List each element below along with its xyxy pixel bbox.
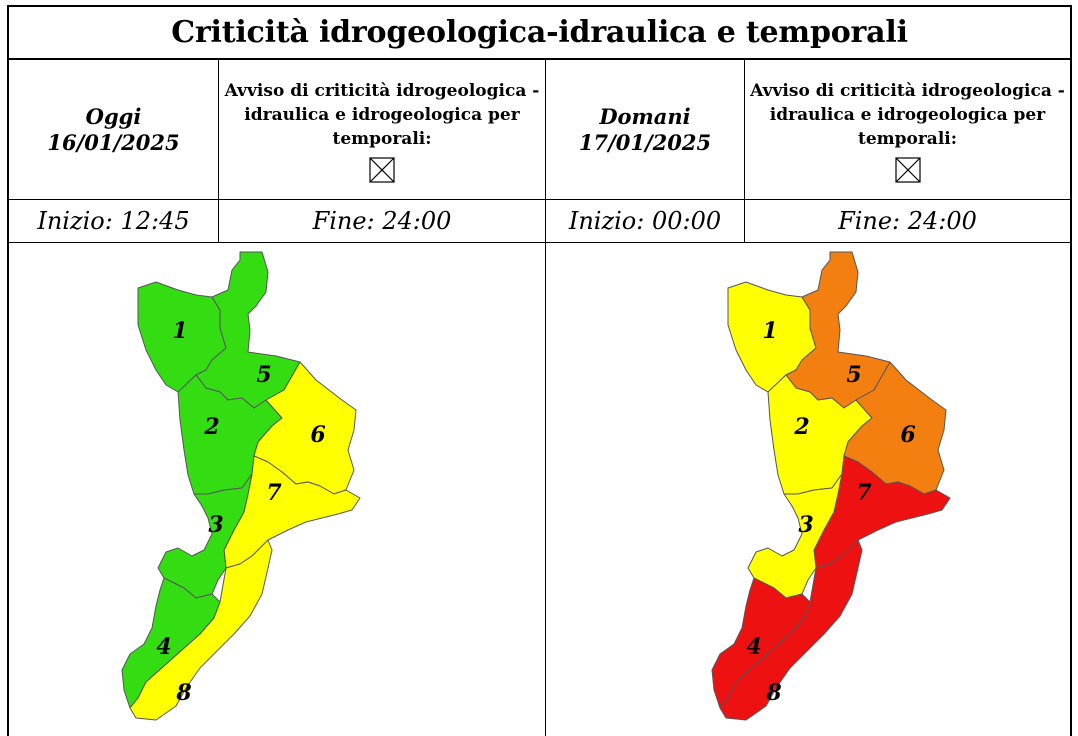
tomorrow-warning-line-3: temporali:	[857, 128, 958, 149]
today-warning-line-3: temporali:	[332, 128, 432, 149]
crossed-box-icon	[369, 156, 395, 183]
zone-1-label: 1	[762, 318, 777, 344]
grid-line	[744, 58, 745, 242]
grid-line	[8, 199, 1071, 200]
zone-3-label: 3	[798, 512, 813, 538]
zone-7-label: 7	[266, 480, 282, 506]
tomorrow-zone-map: 1 5 2 6 7 3 48	[711, 251, 951, 721]
today-start-time: Inizio: 12:45	[37, 207, 190, 235]
today-warning-cell: Avviso di criticità idrogeologica - idra…	[219, 62, 545, 199]
zone-2-label: 2	[793, 414, 809, 440]
zone-5-label: 5	[846, 362, 861, 388]
zone-8-area	[129, 539, 273, 721]
today-zone-map: 1 5 2 6 7 3 48	[121, 251, 361, 721]
crossed-box-icon	[894, 156, 921, 183]
zone-3-label: 3	[208, 512, 223, 538]
today-warning-line-2: idraulica e idrogeologica per	[244, 104, 520, 125]
zone-6-label: 6	[900, 422, 915, 448]
zone-7-label: 7	[856, 480, 872, 506]
today-warning-line-1: Avviso di criticità idrogeologica -	[224, 80, 540, 101]
tomorrow-label: Domani	[599, 103, 691, 129]
zone-4-label: 4	[746, 634, 761, 660]
zone-5-label: 5	[256, 362, 271, 388]
zone-2-label: 2	[203, 414, 219, 440]
tomorrow-start-time: Inizio: 00:00	[568, 207, 722, 235]
zone-1-label: 1	[172, 318, 187, 344]
zone-8-label: 8	[765, 680, 781, 706]
bulletin-frame: Criticità idrogeologica-idraulica e temp…	[7, 5, 1072, 736]
today-label: Oggi	[85, 103, 142, 129]
page-title: Criticità idrogeologica-idraulica e temp…	[9, 7, 1070, 60]
grid-line	[545, 58, 546, 736]
tomorrow-warning-line-2: idraulica e idrogeologica per	[769, 104, 1046, 125]
grid-line	[8, 242, 1071, 243]
today-end-time: Fine: 24:00	[312, 207, 452, 235]
today-date-cell: Oggi 16/01/2025	[9, 60, 218, 199]
grid-line	[218, 58, 219, 242]
zone-4-label: 4	[156, 634, 171, 660]
zone-8-label: 8	[175, 680, 191, 706]
tomorrow-end-time: Fine: 24:00	[838, 207, 977, 235]
today-date: 16/01/2025	[47, 129, 180, 155]
tomorrow-date-cell: Domani 17/01/2025	[546, 60, 744, 199]
zone-6-label: 6	[310, 422, 325, 448]
zone-8-area	[719, 539, 863, 721]
tomorrow-date: 17/01/2025	[578, 129, 712, 155]
tomorrow-warning-cell: Avviso di criticità idrogeologica - idra…	[745, 62, 1070, 199]
tomorrow-warning-line-1: Avviso di criticità idrogeologica -	[750, 80, 1065, 101]
